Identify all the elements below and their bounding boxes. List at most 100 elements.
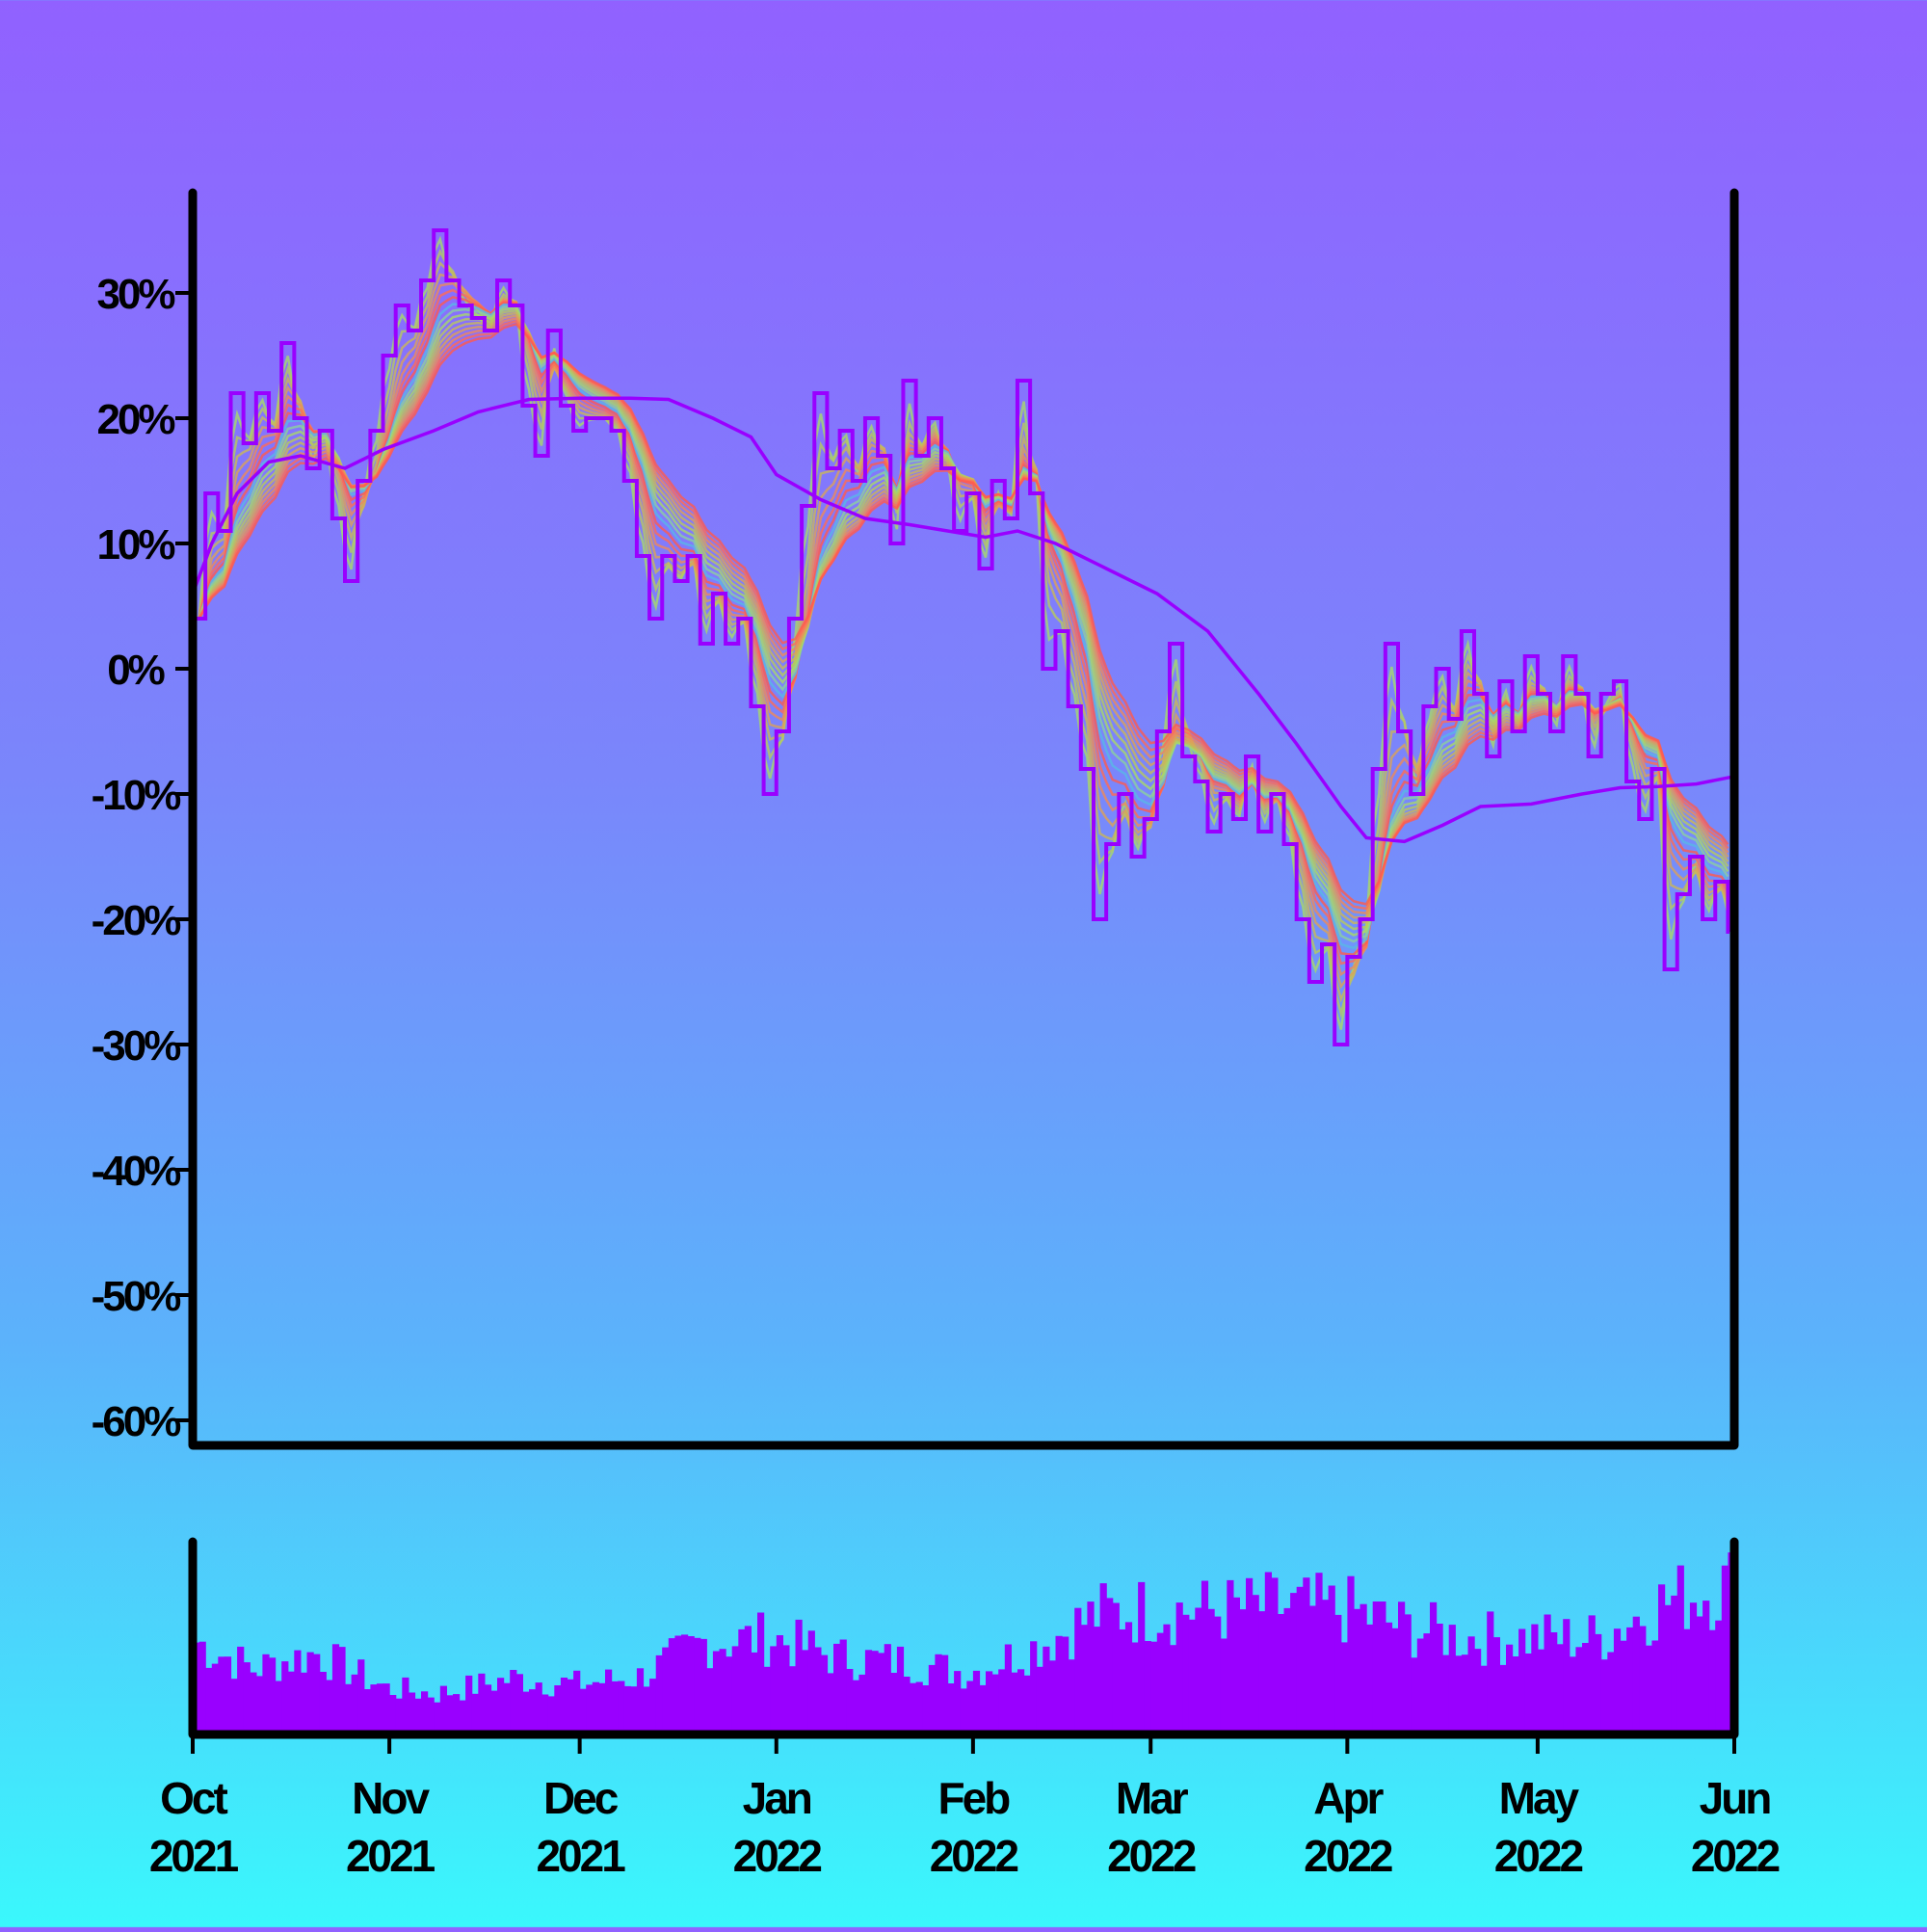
ema-ribbon-line bbox=[193, 306, 1729, 937]
volume-bar bbox=[1442, 1654, 1450, 1734]
volume-bar bbox=[1340, 1642, 1348, 1734]
volume-bar bbox=[972, 1670, 981, 1734]
volume-bar bbox=[345, 1683, 353, 1734]
volume-bar bbox=[1188, 1619, 1196, 1734]
volume-bar bbox=[414, 1698, 422, 1734]
x-tick-label-month: Jan bbox=[743, 1773, 811, 1823]
x-tick-label-month: Feb bbox=[937, 1773, 1010, 1823]
ema-ribbon-line bbox=[193, 314, 1729, 919]
volume-bar bbox=[453, 1694, 461, 1734]
volume-bar bbox=[243, 1662, 251, 1734]
volume-bar bbox=[1048, 1660, 1057, 1734]
volume-bar bbox=[376, 1683, 384, 1734]
volume-bar bbox=[922, 1685, 930, 1734]
volume-bar bbox=[1575, 1647, 1583, 1734]
x-tick-label-month: Oct bbox=[160, 1773, 227, 1823]
volume-bar bbox=[1607, 1652, 1615, 1734]
x-tick-label-year: 2022 bbox=[1494, 1831, 1583, 1881]
volume-bar bbox=[731, 1646, 739, 1734]
volume-bar bbox=[896, 1646, 905, 1734]
volume-bar bbox=[465, 1675, 473, 1734]
volume-bar bbox=[547, 1696, 555, 1734]
volume-bar bbox=[1170, 1645, 1177, 1734]
volume-bar bbox=[1626, 1627, 1634, 1734]
volume-bar bbox=[313, 1654, 321, 1734]
volume-bar bbox=[776, 1635, 783, 1734]
volume-bar bbox=[408, 1692, 416, 1734]
volume-bar bbox=[1379, 1601, 1386, 1734]
volume-bar bbox=[1119, 1629, 1126, 1734]
volume-bar bbox=[954, 1671, 962, 1734]
volume-bar bbox=[300, 1672, 308, 1734]
volume-bar bbox=[198, 1641, 206, 1734]
volume-bar bbox=[1404, 1614, 1412, 1734]
volume-bar bbox=[858, 1674, 866, 1734]
volume-bar bbox=[674, 1635, 682, 1734]
ema-ribbon-line bbox=[193, 322, 1729, 906]
volume-bar bbox=[269, 1657, 277, 1734]
volume-bar bbox=[1353, 1608, 1361, 1734]
volume-bar bbox=[1220, 1638, 1227, 1734]
volume-bar bbox=[434, 1702, 441, 1734]
volume-bar bbox=[1613, 1628, 1622, 1734]
volume-bar bbox=[1645, 1645, 1652, 1734]
volume-bar bbox=[979, 1684, 987, 1734]
volume-bar bbox=[623, 1685, 631, 1734]
volume-bar bbox=[802, 1650, 809, 1734]
volume-bar bbox=[1112, 1602, 1120, 1734]
volume-bar bbox=[1296, 1586, 1304, 1734]
volume-bar bbox=[1175, 1602, 1183, 1734]
volume-bar bbox=[237, 1646, 245, 1734]
volume-bar bbox=[846, 1669, 854, 1734]
volume-bar bbox=[1150, 1641, 1158, 1734]
volume-bar bbox=[871, 1651, 879, 1734]
x-tick-label-year: 2022 bbox=[1107, 1831, 1196, 1881]
volume-bar bbox=[592, 1681, 599, 1734]
volume-bar bbox=[478, 1673, 486, 1734]
volume-bar bbox=[1334, 1614, 1342, 1734]
y-tick-label: -50% bbox=[92, 1273, 181, 1320]
volume-bar bbox=[998, 1669, 1006, 1734]
y-tick-label: 30% bbox=[96, 271, 174, 318]
volume-bar bbox=[681, 1634, 689, 1734]
volume-bar bbox=[1544, 1614, 1551, 1734]
volume-bar bbox=[903, 1677, 911, 1734]
volume-bar bbox=[795, 1619, 803, 1734]
volume-bar bbox=[1620, 1640, 1627, 1734]
ema-ribbon-line bbox=[193, 261, 1729, 1003]
volume-bar bbox=[966, 1681, 974, 1734]
x-tick-label-year: 2022 bbox=[733, 1831, 822, 1881]
ema-ribbon-line bbox=[193, 311, 1729, 925]
volume-bar bbox=[706, 1668, 714, 1734]
volume-bar bbox=[1347, 1575, 1355, 1734]
volume-bar bbox=[1246, 1577, 1254, 1734]
volume-bar bbox=[281, 1661, 289, 1734]
volume-bar bbox=[814, 1647, 822, 1734]
volume-bar bbox=[1087, 1601, 1095, 1734]
volume-bar bbox=[331, 1644, 340, 1734]
volume-bar bbox=[484, 1684, 492, 1734]
volume-bar bbox=[490, 1690, 498, 1734]
volume-bar bbox=[598, 1682, 606, 1734]
volume-bar bbox=[1131, 1642, 1139, 1734]
volume-bar bbox=[522, 1691, 530, 1734]
volume-bar bbox=[1094, 1627, 1101, 1734]
volume-bar bbox=[1506, 1644, 1514, 1734]
volume-bar bbox=[1106, 1598, 1114, 1734]
volume-bar bbox=[338, 1647, 346, 1734]
volume-bar bbox=[560, 1678, 568, 1734]
volume-bar bbox=[554, 1685, 562, 1734]
moving-average-line bbox=[191, 396, 1735, 844]
volume-bar bbox=[1372, 1601, 1380, 1734]
y-tick-label: -20% bbox=[92, 897, 181, 944]
volume-bar bbox=[1423, 1633, 1431, 1734]
x-tick-label-year: 2022 bbox=[930, 1831, 1018, 1881]
volume-bar bbox=[218, 1656, 225, 1734]
volume-bar bbox=[459, 1700, 466, 1734]
volume-bar bbox=[649, 1679, 657, 1734]
volume-bar bbox=[839, 1639, 847, 1734]
ema-ribbon-line bbox=[193, 248, 1729, 1019]
volume-bar bbox=[1182, 1614, 1190, 1734]
